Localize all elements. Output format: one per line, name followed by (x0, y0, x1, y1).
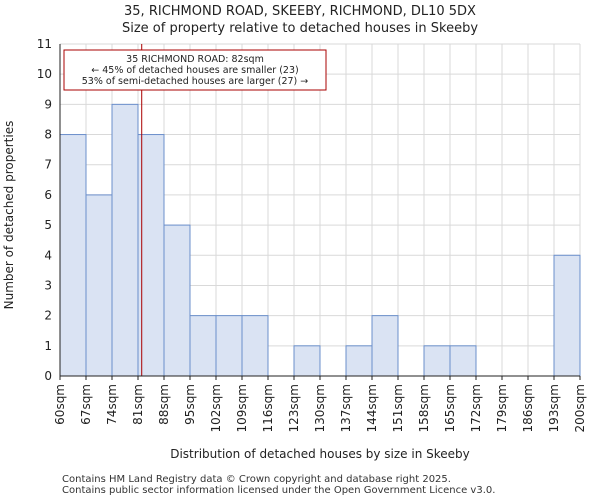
x-tick-label: 186sqm (521, 384, 535, 432)
y-tick-label: 7 (44, 158, 52, 172)
y-tick-label: 11 (37, 37, 52, 51)
x-tick-label: 165sqm (443, 384, 457, 432)
x-axis-label: Distribution of detached houses by size … (170, 447, 470, 461)
x-tick-label: 137sqm (339, 384, 353, 432)
bar (111, 103, 139, 377)
y-tick-label: 2 (44, 309, 52, 323)
x-tick-label: 88sqm (157, 384, 171, 425)
annotation-line: 35 RICHMOND ROAD: 82sqm (126, 54, 264, 65)
bar (85, 194, 113, 377)
bar (345, 345, 373, 377)
x-tick-label: 116sqm (261, 384, 275, 432)
bar (423, 345, 451, 377)
bar (553, 254, 581, 377)
bar (371, 315, 399, 377)
x-tick-label: 95sqm (183, 384, 197, 425)
annotation-line: 53% of semi-detached houses are larger (… (82, 76, 309, 87)
bar (59, 134, 87, 377)
x-tick-label: 123sqm (287, 384, 301, 432)
annotation-box (63, 49, 327, 91)
axes: 0 1 2 3 4 5 6 7 8 9 10 11 60sqm 67sqm 74sqm 81sqm 88sqm 9… (37, 37, 587, 432)
chart-title: 35, RICHMOND ROAD, SKEEBY, RICHMOND, DL1… (124, 4, 476, 19)
y-tick-label: 3 (44, 278, 52, 292)
bar (163, 224, 191, 377)
y-tick-label: 10 (37, 67, 52, 81)
x-tick-label: 172sqm (469, 384, 483, 432)
footer-line-1: Contains HM Land Registry data © Crown c… (62, 474, 451, 485)
y-tick-label: 1 (44, 339, 52, 353)
y-tick-label: 0 (44, 369, 52, 383)
bar (449, 345, 477, 377)
bar (215, 315, 243, 377)
y-axis-label: Number of detached properties (2, 121, 16, 310)
y-tick-label: 4 (44, 248, 52, 262)
x-tick-label: 158sqm (417, 384, 431, 432)
bar (293, 345, 321, 377)
y-tick-label: 5 (44, 218, 52, 232)
x-tick-label: 130sqm (313, 384, 327, 432)
annotation-line: ← 45% of detached houses are smaller (23… (91, 65, 298, 76)
y-tick-label: 6 (44, 188, 52, 202)
x-tick-label: 60sqm (53, 384, 67, 425)
x-tick-label: 67sqm (79, 384, 93, 425)
chart-subtitle: Size of property relative to detached ho… (121, 21, 479, 36)
x-tick-label: 179sqm (495, 384, 509, 432)
x-tick-label: 109sqm (235, 384, 249, 432)
annotation: 35 RICHMOND ROAD: 82sqm ← 45% of detache… (63, 49, 327, 91)
x-tick-label: 193sqm (547, 384, 561, 432)
x-tick-label: 144sqm (365, 384, 379, 432)
x-tick-label: 200sqm (573, 384, 587, 432)
y-tick-label: 8 (44, 128, 52, 142)
bar (241, 315, 269, 377)
bar (137, 134, 165, 377)
x-tick-label: 102sqm (209, 384, 223, 432)
footer-line-2: Contains public sector information licen… (62, 485, 496, 496)
x-tick-label: 74sqm (105, 384, 119, 425)
bars (59, 103, 581, 377)
y-tick-label: 9 (44, 97, 52, 111)
bar (189, 315, 217, 377)
x-tick-label: 151sqm (391, 384, 405, 432)
x-tick-label: 81sqm (131, 384, 145, 425)
